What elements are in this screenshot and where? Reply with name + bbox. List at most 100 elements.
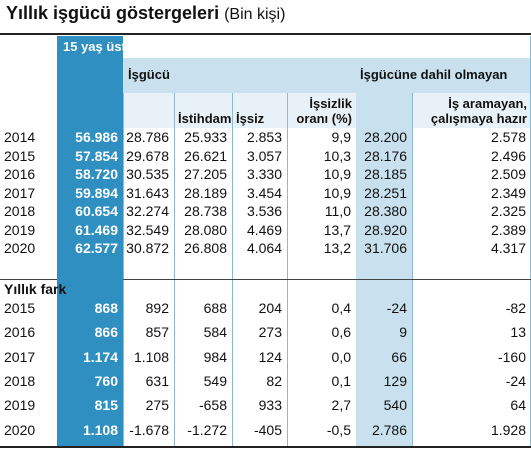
diff-cell: -82 [505,300,526,316]
labor-force-header-bg [123,58,356,93]
top-rule [0,33,531,35]
value-cell: 2.349 [490,184,526,201]
header-employment: İstihdam [178,111,232,126]
diff-cell: 933 [258,397,282,414]
diff-cell: 2,7 [331,397,351,414]
population-column-bg [57,36,123,446]
value-cell: 2.509 [490,166,526,182]
diff-cell: -160 [497,348,526,365]
header-labor-force: İşgücü [128,67,170,82]
value-cell: 28.189 [184,184,227,201]
year-cell: 2014 [4,129,36,145]
year-cell: 2019 [4,397,36,414]
value-cell: 31.706 [364,240,407,256]
value-cell: 28.251 [364,184,407,201]
value-cell: 57.854 [75,147,118,164]
diff-cell: 1.108 [133,348,169,365]
diff-cell: 868 [94,300,118,316]
year-cell: 2020 [4,240,36,256]
not-in-lf-column-bg [356,93,412,446]
value-cell: 9,9 [331,129,351,145]
value-cell: 3.454 [246,184,282,201]
value-cell: 13,2 [323,240,351,256]
diff-cell: -1.678 [129,421,169,438]
value-cell: 32.274 [126,203,169,219]
value-cell: 31.643 [126,184,169,201]
section-label-yearly-diff: Yıllık fark [4,281,67,297]
header-not-seeking-line1: İş aramayan, [448,96,527,111]
value-cell: 28.185 [364,166,407,182]
diff-cell: -0,5 [326,421,351,438]
value-cell: 28.920 [364,221,407,238]
diff-cell: 1.108 [82,421,118,438]
value-cell: 2.325 [490,203,526,219]
value-cell: 26.808 [184,240,227,256]
value-cell: 4.317 [490,240,526,256]
value-cell: 28.200 [364,129,407,145]
column-divider [287,93,288,446]
value-cell: 30.872 [126,240,169,256]
diff-cell: 64 [510,397,526,414]
column-divider [174,93,175,446]
diff-cell: 688 [203,300,227,316]
not-in-lf-header-bg [356,58,531,93]
diff-cell: 2.786 [371,421,407,438]
value-cell: 11,0 [324,203,351,219]
diff-cell: 82 [266,372,282,389]
diff-cell: 1.174 [82,348,118,365]
title-unit: (Bin kişi) [224,6,286,23]
year-cell: 2018 [4,203,36,219]
year-cell: 2019 [4,221,36,238]
bottom-rule [0,446,531,448]
diff-cell: 13 [510,324,526,341]
header-unemp-rate-line1: İşsizlik [309,96,352,111]
diff-cell: -1.272 [187,421,227,438]
value-cell: 2.496 [490,147,526,164]
value-cell: 13,7 [323,221,351,238]
column-divider [232,93,233,446]
value-cell: 62.577 [75,240,118,256]
diff-cell: 66 [391,348,407,365]
value-cell: 56.986 [75,129,118,145]
diff-cell: 584 [203,324,227,341]
title-text: Yıllık işgücü göstergeleri [6,3,220,23]
diff-cell: 815 [94,397,118,414]
diff-cell: 549 [203,372,227,389]
value-cell: 4.064 [246,240,282,256]
value-cell: 28.786 [126,129,169,145]
column-divider [123,93,124,446]
year-cell: 2015 [4,300,36,316]
value-cell: 29.678 [126,147,169,164]
value-cell: 61.469 [75,221,118,238]
header-not-in-labor-force: İşgücüne dahil olmayan [360,67,508,82]
diff-cell: -24 [386,300,407,316]
value-cell: 58.720 [75,166,118,182]
value-cell: 26.621 [184,147,227,164]
diff-cell: 984 [203,348,227,365]
diff-cell: 129 [383,372,407,389]
value-cell: 30.535 [126,166,169,182]
section-divider [0,279,57,280]
diff-cell: -658 [198,397,227,414]
diff-cell: 540 [383,397,407,414]
diff-cell: 866 [94,324,118,341]
value-cell: 27.205 [184,166,227,182]
diff-cell: 631 [145,372,169,389]
diff-cell: 273 [258,324,282,341]
year-cell: 2016 [4,166,36,182]
value-cell: 59.894 [75,184,118,201]
value-cell: 2.389 [490,221,526,238]
year-cell: 2016 [4,324,36,341]
value-cell: 10,3 [323,147,351,164]
header-unemp-rate-line2: oranı (%) [296,111,352,126]
value-cell: 28.738 [184,203,227,219]
diff-cell: 275 [145,397,169,414]
value-cell: 3.057 [246,147,282,164]
value-cell: 2.578 [490,129,526,145]
value-cell: 28.380 [364,203,407,219]
year-cell: 2017 [4,348,36,365]
year-cell: 2017 [4,184,36,201]
diff-cell: 0,1 [331,372,351,389]
diff-cell: 0,4 [331,300,351,316]
diff-cell: 0,6 [331,324,351,341]
